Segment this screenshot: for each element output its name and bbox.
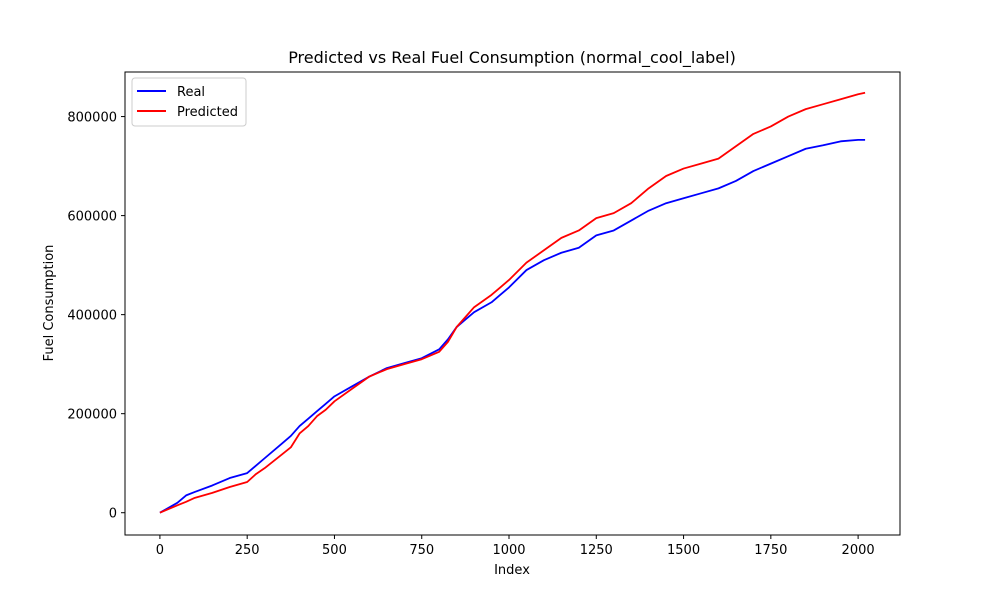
x-axis-label: Index (494, 563, 530, 578)
x-tick-label: 750 (409, 543, 434, 558)
x-tick-label: 0 (156, 543, 164, 558)
y-axis-label: Fuel Consumption (42, 245, 57, 362)
x-tick-label: 1500 (667, 543, 700, 558)
chart-title: Predicted vs Real Fuel Consumption (norm… (288, 48, 736, 68)
y-axis-ticks: 0 200000 400000 600000 800000 (67, 111, 125, 522)
x-tick-label: 1250 (580, 543, 613, 558)
y-tick-label: 600000 (67, 210, 117, 225)
x-tick-label: 2000 (842, 543, 875, 558)
x-axis-ticks: 0 250 500 750 1000 1250 1500 1750 2000 (156, 535, 875, 558)
legend-label-real: Real (177, 85, 205, 100)
y-tick-label: 400000 (67, 309, 117, 324)
series-line-predicted (159, 91, 866, 514)
plot-frame (124, 71, 901, 536)
x-tick-label: 250 (235, 543, 260, 558)
x-tick-label: 500 (322, 543, 347, 558)
legend-label-predicted: Predicted (177, 105, 238, 120)
x-tick-label: 1000 (492, 543, 525, 558)
y-tick-label: 800000 (67, 111, 117, 126)
y-tick-label: 200000 (67, 408, 117, 423)
series-line-real (159, 138, 866, 514)
legend: Real Predicted (131, 77, 247, 127)
plot-lines (159, 91, 866, 514)
y-tick-label: 0 (109, 507, 117, 522)
x-tick-label: 1750 (754, 543, 787, 558)
